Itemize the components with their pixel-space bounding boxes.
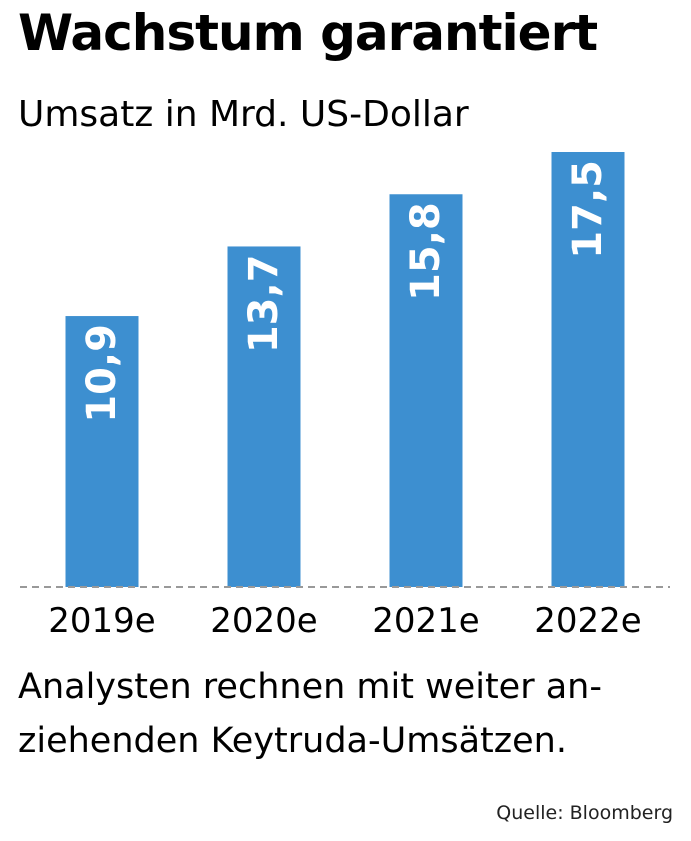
bar-group: 10,9 13,7 15,8 17,5 (65, 152, 625, 587)
bar-2020e (227, 246, 301, 587)
x-tick-label: 2020e (210, 601, 317, 641)
caption-line-1: Analysten rechnen mit weiter an- (18, 667, 602, 707)
bar-value-label: 15,8 (403, 202, 449, 301)
bar-value-label: 17,5 (565, 160, 611, 259)
bar-2021e (389, 194, 463, 587)
bar-2022e (551, 152, 625, 587)
source-note: Quelle: Bloomberg (496, 802, 673, 824)
x-tick-label: 2019e (48, 601, 155, 641)
bar-value-label: 10,9 (79, 324, 125, 423)
bar-value-label: 13,7 (241, 254, 287, 353)
caption: Analysten rechnen mit weiter an- ziehend… (18, 660, 678, 768)
bar-chart: 10,9 13,7 15,8 17,5 2019e 2020e 2021e 2022e (20, 152, 670, 641)
caption-line-2: ziehenden Keytruda-Umsätzen. (18, 721, 567, 761)
bar-2019e (65, 316, 139, 587)
chart-title: Wachstum garantiert (18, 4, 598, 62)
x-axis-labels: 2019e 2020e 2021e 2022e (48, 601, 641, 641)
x-tick-label: 2022e (534, 601, 641, 641)
chart-subtitle: Umsatz in Mrd. US-Dollar (18, 94, 469, 135)
x-tick-label: 2021e (372, 601, 479, 641)
